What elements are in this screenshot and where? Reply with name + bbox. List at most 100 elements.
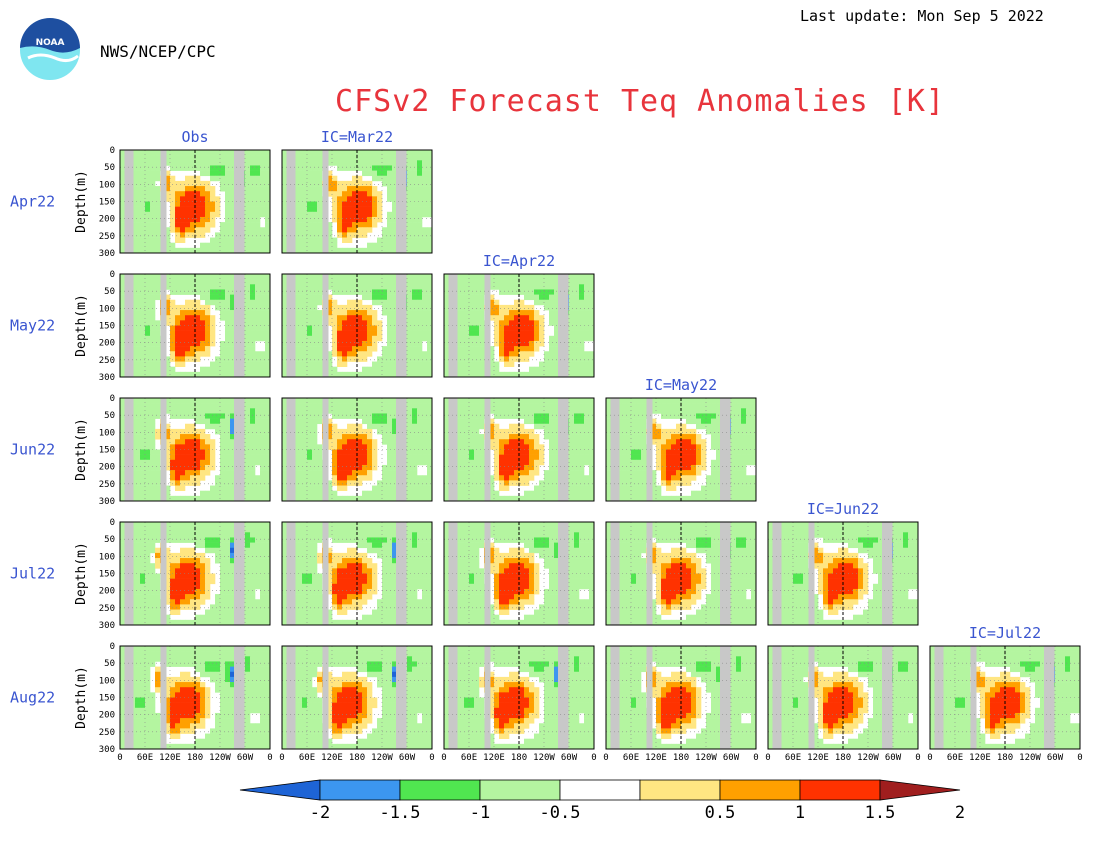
heatmap-cell xyxy=(387,247,393,254)
heatmap-cell xyxy=(210,274,216,280)
heatmap-cell xyxy=(175,449,181,455)
heatmap-cell xyxy=(215,284,221,290)
heatmap-cell xyxy=(145,191,151,197)
heatmap-cell xyxy=(574,449,580,455)
heatmap-cell xyxy=(412,186,418,192)
heatmap-cell xyxy=(180,403,186,409)
heatmap-cell xyxy=(362,408,368,414)
heatmap-cell xyxy=(524,434,530,440)
heatmap-cell xyxy=(417,196,423,202)
heatmap-cell xyxy=(554,340,560,347)
heatmap-cell xyxy=(696,398,702,404)
heatmap-cell xyxy=(245,335,251,342)
heatmap-cell xyxy=(155,464,161,471)
heatmap-cell xyxy=(250,201,256,207)
heatmap-cell xyxy=(282,454,288,461)
heatmap-cell xyxy=(407,428,413,435)
heatmap-cell xyxy=(367,351,373,357)
heatmap-cell xyxy=(120,423,126,430)
heatmap-cell xyxy=(357,444,363,450)
heatmap-cell xyxy=(200,439,206,445)
heatmap-cell xyxy=(135,150,141,156)
heatmap-cell xyxy=(606,459,612,466)
heatmap-cell xyxy=(499,428,505,435)
heatmap-cell xyxy=(302,242,308,249)
heatmap-cell xyxy=(327,490,333,497)
heatmap-cell xyxy=(255,247,261,254)
heatmap-cell xyxy=(524,330,530,337)
heatmap-cell xyxy=(307,170,313,177)
heatmap-cell xyxy=(260,315,266,321)
heatmap-cell xyxy=(215,413,221,419)
heatmap-cell xyxy=(135,475,141,481)
heatmap-cell xyxy=(225,439,231,445)
heatmap-cell xyxy=(297,170,303,177)
panel-frame xyxy=(281,397,433,502)
heatmap-cell xyxy=(716,454,722,461)
heatmap-cell xyxy=(210,150,216,156)
heatmap-cell xyxy=(205,490,211,497)
heatmap-cell xyxy=(357,216,363,223)
heatmap-cell xyxy=(716,459,722,466)
heatmap-cell xyxy=(120,299,126,306)
heatmap-cell xyxy=(297,206,303,213)
heatmap-cell xyxy=(554,361,560,367)
heatmap-cell xyxy=(135,335,141,342)
heatmap-cell xyxy=(579,490,585,497)
heatmap-cell xyxy=(387,150,393,156)
heatmap-cell xyxy=(387,310,393,316)
heatmap-cell xyxy=(519,274,525,280)
heatmap-cell xyxy=(412,428,418,435)
heatmap-cell xyxy=(574,464,580,471)
heatmap-cell xyxy=(230,155,236,161)
heatmap-cell xyxy=(120,346,126,352)
heatmap-cell xyxy=(574,330,580,337)
heatmap-cell xyxy=(307,464,313,471)
heatmap-cell xyxy=(215,170,221,177)
heatmap-cell xyxy=(621,423,627,430)
heatmap-cell xyxy=(210,413,216,419)
heatmap-cell xyxy=(255,216,261,223)
heatmap-cell xyxy=(751,428,757,435)
heatmap-cell xyxy=(417,227,423,233)
heatmap-cell xyxy=(666,444,672,450)
heatmap-cell xyxy=(195,408,201,414)
heatmap-cell xyxy=(352,315,358,321)
heatmap-cell xyxy=(205,434,211,440)
heatmap-cell xyxy=(362,444,368,450)
heatmap-cell xyxy=(165,366,171,373)
heatmap-cell xyxy=(504,335,510,342)
heatmap-cell xyxy=(641,449,647,455)
heatmap-cell xyxy=(342,150,348,156)
heatmap-cell xyxy=(469,340,475,347)
heatmap-cell xyxy=(175,485,181,491)
heatmap-cell xyxy=(479,444,485,450)
heatmap-cell xyxy=(327,403,333,409)
heatmap-cell xyxy=(691,413,697,419)
heatmap-cell xyxy=(150,216,156,223)
heatmap-cell xyxy=(387,475,393,481)
heatmap-cell xyxy=(357,175,363,182)
heatmap-cell xyxy=(534,408,540,414)
heatmap-cell xyxy=(255,180,261,187)
heatmap-cell xyxy=(569,320,575,326)
heatmap-cell xyxy=(265,413,271,419)
heatmap-cell xyxy=(589,310,595,316)
heatmap-cell xyxy=(474,279,480,285)
heatmap-cell xyxy=(297,480,303,486)
heatmap-cell xyxy=(671,413,677,419)
heatmap-cell xyxy=(170,289,176,295)
heatmap-cell xyxy=(225,403,231,409)
heatmap-cell xyxy=(681,480,687,486)
heatmap-cell xyxy=(200,495,206,502)
heatmap-cell xyxy=(180,206,186,213)
heatmap-cell xyxy=(220,155,226,161)
heatmap-cell xyxy=(579,289,585,295)
heatmap-cell xyxy=(195,165,201,171)
heatmap-cell xyxy=(392,444,398,450)
panel-frame xyxy=(281,149,433,254)
heatmap-cell xyxy=(701,418,707,425)
heatmap-cell xyxy=(696,490,702,497)
heatmap-cell xyxy=(282,299,288,306)
heatmap-cell xyxy=(494,320,500,326)
